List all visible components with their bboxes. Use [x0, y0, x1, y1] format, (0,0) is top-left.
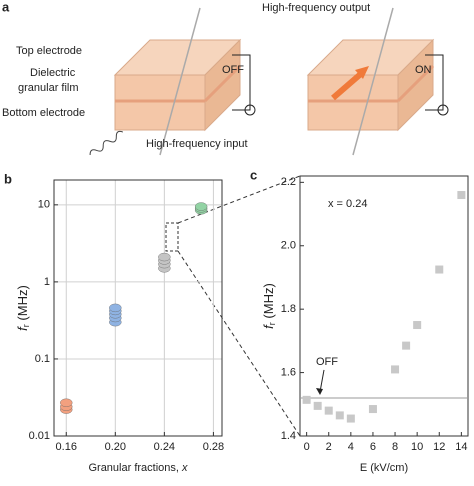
label-part: f: [261, 324, 276, 329]
marker: [302, 395, 311, 404]
label: High-frequency output: [262, 2, 370, 14]
plot-frame: [299, 175, 469, 437]
label-part: (MHz): [15, 285, 30, 324]
x-tick-label: 10: [411, 441, 423, 453]
marker: [346, 414, 355, 423]
marker: [313, 401, 322, 410]
label-part: (MHz): [261, 283, 276, 322]
x-tick-label: 0: [304, 441, 310, 453]
marker: [60, 398, 73, 407]
marker: [402, 341, 411, 350]
label: OFF: [222, 64, 244, 76]
marker: [335, 411, 344, 420]
y-tick-label: 2.2: [281, 176, 296, 188]
y-tick-label: 2.0: [281, 240, 296, 252]
x-tick-label: 6: [370, 441, 376, 453]
label: Top electrode: [16, 45, 82, 57]
marker: [391, 365, 400, 374]
y-tick-label: 1.4: [281, 430, 296, 442]
annotation: x = 0.24: [328, 198, 367, 210]
label-part: f: [15, 326, 30, 331]
marker: [158, 252, 171, 262]
x-tick-label: 4: [348, 441, 354, 453]
reference-label: OFF: [316, 356, 338, 368]
x-axis-label: E (kV/cm): [360, 462, 408, 474]
zoom-line: [177, 250, 301, 437]
y-axis-label: fr (MHz): [261, 283, 277, 329]
marker: [324, 406, 333, 415]
x-tick-label: 8: [392, 441, 398, 453]
y-tick-label: 1: [44, 276, 50, 288]
arrow-head: [316, 387, 323, 395]
zoom-line: [177, 175, 301, 224]
x-tick-label: 12: [433, 441, 445, 453]
arrow: [319, 369, 325, 393]
y-tick-label: 10: [38, 199, 50, 211]
marker: [194, 202, 208, 211]
label-part: x: [181, 462, 188, 474]
device-off: [89, 7, 256, 156]
y-tick-label: 1.8: [281, 303, 296, 315]
marker: [413, 321, 422, 330]
label: Bottom electrode: [2, 107, 85, 119]
marker: [435, 265, 444, 274]
marker: [457, 191, 466, 200]
zoom-box: [165, 222, 179, 252]
y-tick-label: 0.01: [29, 430, 50, 442]
x-tick-label: 0.24: [154, 441, 175, 453]
x-tick-label: 0.28: [203, 441, 224, 453]
x-tick-label: 0.16: [56, 441, 77, 453]
x-tick-label: 0.20: [105, 441, 126, 453]
marker: [109, 303, 122, 313]
label-part: r: [267, 322, 277, 325]
x-tick-label: 14: [455, 441, 467, 453]
marker: [368, 405, 377, 414]
label: High-frequency input: [146, 138, 248, 150]
x-axis-label: Granular fractions, x: [88, 462, 188, 474]
label: ON: [415, 64, 432, 76]
y-axis-label: fr (MHz): [15, 285, 31, 331]
plot-frame: [53, 179, 223, 437]
panel-label: b: [4, 171, 12, 186]
y-tick-label: 1.6: [281, 366, 296, 378]
x-tick-label: 2: [326, 441, 332, 453]
device-on: [306, 7, 449, 156]
label-part: r: [21, 324, 31, 327]
panel-label: a: [2, 0, 10, 14]
panel-label: c: [250, 167, 257, 182]
label-part: Granular fractions,: [88, 462, 182, 474]
label: Dielectric: [30, 67, 76, 79]
label: granular film: [18, 82, 79, 94]
label-part: E (kV/cm): [360, 462, 408, 474]
y-tick-label: 0.1: [35, 353, 50, 365]
